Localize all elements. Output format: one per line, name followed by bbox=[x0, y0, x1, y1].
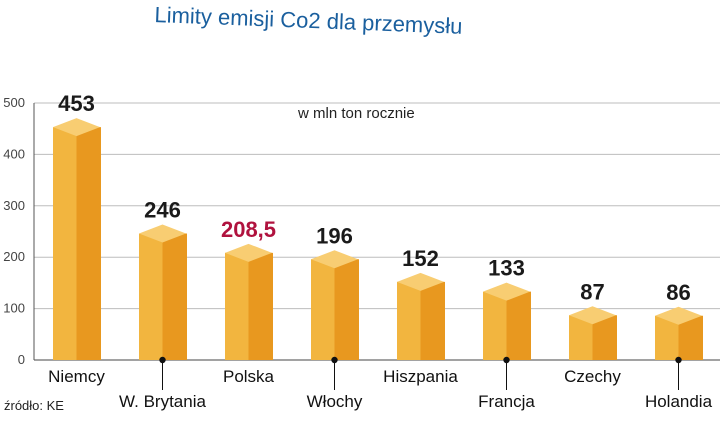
source-note: źródło: KE bbox=[4, 398, 64, 413]
bar-side bbox=[592, 315, 616, 360]
category-dot bbox=[159, 356, 166, 364]
bar-top bbox=[483, 282, 530, 301]
category-dot bbox=[503, 356, 510, 364]
value-label: 87 bbox=[580, 279, 604, 304]
bar-edge bbox=[100, 127, 101, 361]
bar bbox=[397, 272, 445, 360]
bar-side bbox=[420, 281, 444, 360]
category-label: Polska bbox=[223, 367, 275, 386]
category-label: Francja bbox=[478, 392, 535, 411]
bar-edge bbox=[272, 252, 273, 360]
value-label: 196 bbox=[316, 223, 353, 248]
bar bbox=[311, 250, 359, 360]
category-label: Holandia bbox=[645, 392, 713, 411]
bar bbox=[655, 306, 703, 360]
value-label: 133 bbox=[488, 256, 525, 281]
bar-side bbox=[248, 252, 272, 360]
y-axis: 0 100 200 300 400 500 bbox=[3, 95, 35, 367]
category-label: Czechy bbox=[564, 367, 621, 386]
bar-edge bbox=[444, 281, 445, 360]
y-tick-label: 400 bbox=[3, 146, 25, 161]
bar-edge bbox=[616, 315, 617, 360]
bar-top bbox=[311, 250, 358, 269]
bar-edge bbox=[358, 259, 359, 360]
value-label: 453 bbox=[58, 91, 95, 116]
bar-side bbox=[76, 127, 100, 361]
category-label: Niemcy bbox=[48, 367, 105, 386]
category-dot bbox=[331, 356, 338, 364]
labels: 453 Niemcy 246 W. Brytania 208,5 Polska 196 Wło… bbox=[48, 91, 712, 411]
bar-top bbox=[53, 118, 100, 137]
bar-edge bbox=[530, 291, 531, 360]
bar bbox=[483, 282, 531, 360]
bar-top bbox=[569, 306, 616, 325]
grid-lines bbox=[34, 102, 720, 361]
bar-top bbox=[139, 224, 186, 243]
bar bbox=[225, 243, 273, 360]
bar-edge bbox=[702, 315, 703, 360]
bar-side bbox=[334, 259, 358, 360]
category-dot bbox=[675, 356, 682, 364]
value-label: 86 bbox=[666, 280, 690, 305]
bar-side bbox=[162, 233, 186, 360]
bars bbox=[53, 118, 703, 361]
bar bbox=[53, 118, 101, 361]
y-tick-label: 0 bbox=[18, 352, 25, 367]
y-tick-label: 300 bbox=[3, 198, 25, 213]
bar-top bbox=[397, 272, 444, 291]
category-label: W. Brytania bbox=[119, 392, 206, 411]
y-tick-label: 500 bbox=[3, 95, 25, 110]
bar-edge bbox=[186, 233, 187, 360]
bar-side bbox=[506, 291, 530, 360]
unit-note: w mln ton rocznie bbox=[298, 105, 415, 122]
y-tick-label: 100 bbox=[3, 301, 25, 316]
bar bbox=[569, 306, 617, 360]
category-label: Hiszpania bbox=[383, 367, 458, 386]
y-tick-label: 200 bbox=[3, 249, 25, 264]
bar-side bbox=[678, 315, 702, 360]
category-label: Włochy bbox=[307, 392, 363, 411]
value-label: 208,5 bbox=[221, 217, 276, 242]
value-label: 246 bbox=[144, 198, 181, 223]
bar-top bbox=[225, 243, 272, 262]
bar bbox=[139, 224, 187, 360]
value-label: 152 bbox=[402, 246, 439, 271]
bar-top bbox=[655, 306, 702, 325]
